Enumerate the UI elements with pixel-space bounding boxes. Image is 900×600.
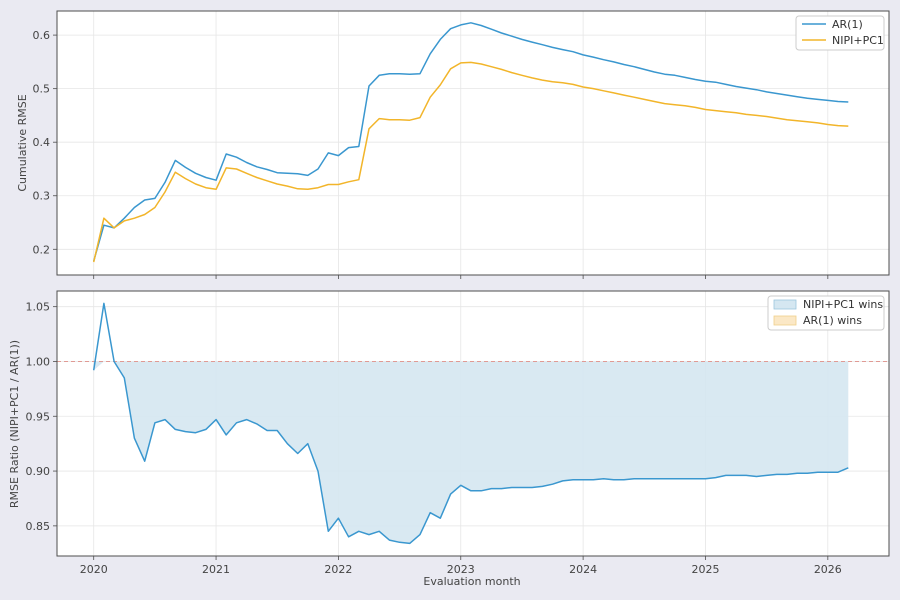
top-y-axis-label: Cumulative RMSE xyxy=(16,94,29,191)
y-tick-label: 0.85 xyxy=(26,520,51,533)
x-tick-label: 2024 xyxy=(569,563,597,576)
rmse-ratio-line xyxy=(92,302,849,545)
bottom-series xyxy=(92,302,849,545)
x-tick-label: 2026 xyxy=(814,563,842,576)
bottom-y-ticks: 0.85 0.90 0.95 1.00 1.05 xyxy=(26,301,57,533)
top-gridlines xyxy=(57,11,889,275)
top-legend: AR(1) NIPI+PC1 xyxy=(795,15,885,51)
nipi-wins-fill xyxy=(93,361,849,544)
x-tick-label: 2023 xyxy=(447,563,475,576)
legend-nipi-wins-label: NIPI+PC1 wins xyxy=(803,298,883,311)
bottom-x-axis-label: Evaluation month xyxy=(423,575,520,588)
top-plot-frame xyxy=(56,10,890,276)
top-panel: 0.2 0.3 0.4 0.5 0.6 Cumulative RMSE AR(1) NI… xyxy=(16,10,890,279)
bottom-legend: NIPI+PC1 wins AR(1) wins xyxy=(767,295,885,331)
y-tick-label: 0.4 xyxy=(33,136,51,149)
y-tick-label: 0.5 xyxy=(33,83,51,96)
bottom-panel: 0.850.900.951.001.05 2020 2021 2022 2023 202… xyxy=(8,290,890,588)
legend-ar1-label: AR(1) xyxy=(832,18,863,31)
y-tick-label: 0.3 xyxy=(33,190,51,203)
x-tick-label: 2020 xyxy=(80,563,108,576)
bottom-plot-frame xyxy=(56,290,890,557)
legend-nipi-label: NIPI+PC1 xyxy=(832,34,884,47)
legend-ar1-wins-swatch xyxy=(773,315,797,326)
top-x-ticks xyxy=(93,275,829,279)
bottom-y-axis-label: RMSE Ratio (NIPI+PC1 / AR(1)) xyxy=(8,340,21,508)
x-tick-label: 2022 xyxy=(324,563,352,576)
top-series xyxy=(92,22,849,263)
top-y-ticks: 0.2 0.3 0.4 0.5 0.6 xyxy=(33,29,57,256)
nipi-pc1-series-line xyxy=(92,61,849,263)
y-tick-label: 0.95 xyxy=(26,410,51,423)
top-plot-area xyxy=(57,11,889,275)
bottom-fill-area xyxy=(93,361,849,544)
legend-nipi-wins-swatch xyxy=(773,299,797,310)
y-tick-label: 1.00 xyxy=(26,355,51,368)
legend-ar1-wins-label: AR(1) wins xyxy=(803,314,862,327)
bottom-legend-box xyxy=(767,295,885,331)
y-tick-label: 1.05 xyxy=(26,301,51,314)
y-tick-label: 0.6 xyxy=(33,29,51,42)
x-tick-label: 2021 xyxy=(202,563,230,576)
y-tick-label: 0.2 xyxy=(33,243,51,256)
ar1-series-line xyxy=(92,22,849,262)
bottom-x-ticks: 2020 2021 2022 2023 2024 2025 2026 xyxy=(80,556,842,576)
y-tick-label: 0.90 xyxy=(26,465,51,478)
x-tick-label: 2025 xyxy=(691,563,719,576)
